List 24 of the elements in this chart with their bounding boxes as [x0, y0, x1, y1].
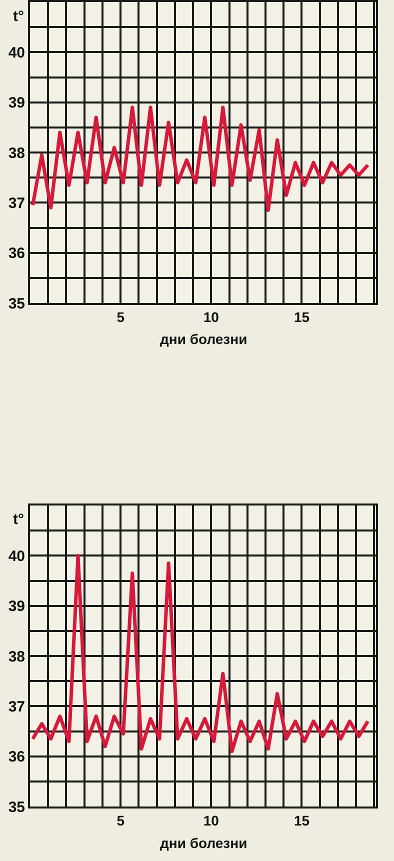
y-tick-label: 35: [8, 295, 25, 312]
y-axis-title: t°: [13, 8, 24, 25]
x-tick-label: 15: [294, 308, 310, 325]
y-tick-label: 36: [8, 245, 25, 262]
line-series: [30, 554, 370, 754]
y-tick-label: 40: [8, 548, 25, 565]
y-tick-label: 38: [8, 144, 25, 162]
y-axis-title: t°: [13, 511, 24, 528]
x-tick-label: 5: [116, 812, 125, 828]
x-tick-label: 10: [203, 308, 220, 325]
y-tick-label: 38: [8, 648, 25, 666]
y-tick-label: 40: [8, 44, 25, 62]
y-tick-label: 37: [8, 698, 25, 716]
y-tick-label: 35: [8, 798, 25, 816]
y-tick-label: 37: [8, 194, 25, 212]
x-axis-title: дни болезни: [160, 835, 248, 851]
x-axis-title: дни болезни: [160, 331, 248, 347]
line-series: [30, 106, 370, 212]
x-tick-label: 10: [203, 812, 220, 828]
y-tick-label: 39: [8, 598, 25, 616]
y-tick-label: 39: [8, 94, 25, 112]
y-tick-label: 36: [8, 748, 25, 766]
x-tick-label: 15: [294, 812, 310, 828]
x-tick-label: 5: [116, 308, 125, 325]
